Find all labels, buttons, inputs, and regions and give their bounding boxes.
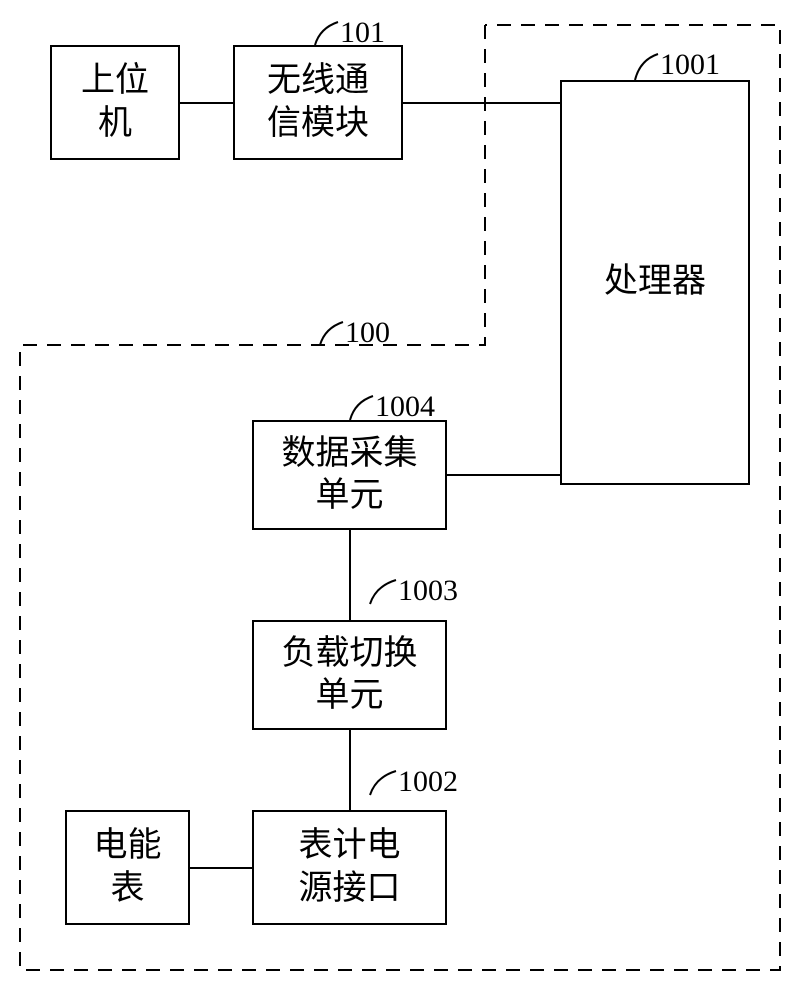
callout-101: 101	[340, 16, 385, 50]
callout-1004: 1004	[375, 390, 435, 424]
diagram-canvas: 上位机 无线通信模块 处理器 数据采集单元 负载切换单元 表计电源接口 电能表 …	[0, 0, 806, 1000]
node-processor: 处理器	[560, 80, 750, 485]
node-data-acq: 数据采集单元	[252, 420, 447, 530]
callout-100: 100	[345, 316, 390, 350]
tick-1003	[370, 580, 396, 604]
tick-1001	[635, 54, 658, 80]
tick-100	[320, 322, 343, 345]
callout-1001: 1001	[660, 48, 720, 82]
callout-1002: 1002	[398, 765, 458, 799]
tick-101	[315, 22, 338, 45]
node-wireless: 无线通信模块	[233, 45, 403, 160]
node-energy-meter-label: 电能表	[94, 825, 162, 910]
node-host-label: 上位机	[81, 60, 149, 145]
tick-1004	[350, 396, 373, 420]
node-load-switch-label: 负载切换单元	[282, 633, 418, 718]
node-meter-power: 表计电源接口	[252, 810, 447, 925]
tick-1002	[370, 771, 396, 795]
node-energy-meter: 电能表	[65, 810, 190, 925]
node-meter-power-label: 表计电源接口	[299, 825, 401, 910]
callout-1003: 1003	[398, 574, 458, 608]
node-host: 上位机	[50, 45, 180, 160]
node-data-acq-label: 数据采集单元	[282, 433, 418, 518]
node-load-switch: 负载切换单元	[252, 620, 447, 730]
node-wireless-label: 无线通信模块	[267, 60, 369, 145]
node-processor-label: 处理器	[604, 261, 706, 304]
